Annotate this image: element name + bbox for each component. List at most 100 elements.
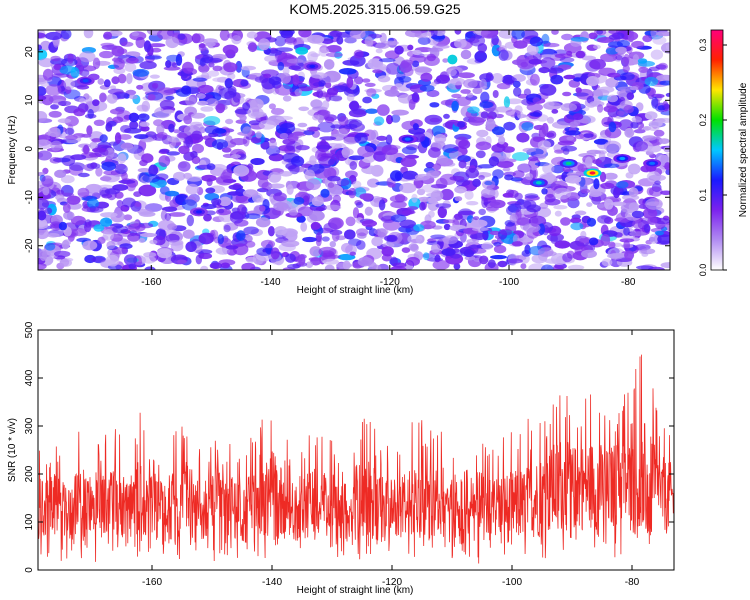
- heatmap-texture-cell: [570, 36, 589, 42]
- heatmap-texture-cell: [305, 178, 321, 191]
- heatmap-texture-cell: [474, 58, 484, 64]
- heatmap-texture-cell: [472, 178, 481, 188]
- heatmap-texture-cell: [312, 114, 320, 121]
- heatmap-texture-cell: [654, 180, 661, 185]
- heatmap-texture-cell: [38, 32, 46, 39]
- heatmap-texture-cell: [337, 128, 349, 138]
- heatmap-texture-cell: [38, 218, 48, 228]
- heatmap-texture-cell: [537, 140, 552, 150]
- heatmap-texture-cell: [248, 120, 261, 126]
- heatmap-texture-cell: [385, 62, 401, 75]
- heatmap-texture-cell: [131, 31, 140, 37]
- heatmap-texture-cell: [430, 30, 438, 38]
- heatmap-texture-cell: [615, 46, 627, 54]
- heatmap-texture-cell: [158, 219, 175, 231]
- heatmap-texture-cell: [59, 258, 72, 267]
- heatmap-texture-cell: [442, 58, 449, 63]
- heatmap-texture-cell: [352, 180, 362, 188]
- heatmap-texture-cell: [586, 202, 593, 208]
- heatmap-texture-cell: [241, 262, 256, 270]
- heatmap-texture-cell: [280, 30, 294, 39]
- heatmap-texture-cell: [581, 55, 596, 61]
- heatmap-texture-cell: [567, 264, 585, 270]
- heatmap-texture-cell: [91, 138, 102, 143]
- heatmap-texture-cell: [50, 55, 61, 62]
- heatmap-texture-cell: [463, 78, 478, 89]
- heatmap-hotspot: [583, 168, 602, 178]
- heatmap-texture-cell: [562, 91, 572, 97]
- heatmap-texture-cell: [584, 156, 593, 169]
- heatmap-texture-cell: [273, 192, 287, 202]
- heatmap-texture-cell: [318, 80, 326, 87]
- heatmap-frame: [37, 29, 671, 271]
- heatmap-texture-cell: [297, 122, 308, 128]
- heatmap-texture-cell: [411, 92, 420, 103]
- heatmap-texture-cell: [204, 125, 220, 135]
- heatmap-texture-cell: [431, 243, 441, 253]
- heatmap-texture-cell: [626, 45, 633, 54]
- heatmap-texture-cell: [342, 260, 351, 270]
- heatmap-texture-cell: [460, 49, 472, 60]
- heatmap-texture-cell: [38, 58, 55, 68]
- heatmap-texture-cell: [447, 54, 458, 65]
- heatmap-texture-cell: [99, 50, 114, 59]
- heatmap-texture-cell: [464, 255, 476, 261]
- heatmap-texture-cell: [552, 265, 565, 270]
- heatmap-texture-cell: [273, 202, 289, 211]
- heatmap-texture-cell: [354, 132, 368, 144]
- heatmap-texture-cell: [103, 31, 113, 40]
- heatmap-texture-cell: [327, 175, 341, 182]
- heatmap-texture-cell: [136, 84, 144, 90]
- heatmap-texture-cell: [492, 126, 505, 135]
- heatmap-texture-cell: [207, 70, 220, 77]
- heatmap-texture-cell: [497, 260, 508, 268]
- heatmap-texture-cell: [603, 140, 622, 153]
- heatmap-texture-cell: [560, 217, 571, 226]
- colorbar: 0.0 0.1 0.2 0.3 Normalized spectral amplitu…: [698, 29, 749, 277]
- heatmap-texture-cell: [660, 262, 670, 269]
- hotspot-core: [565, 161, 572, 165]
- heatmap-texture-cell: [475, 150, 486, 159]
- heatmap-texture-cell: [540, 57, 556, 69]
- heatmap-texture-cell: [353, 49, 364, 59]
- heatmap-texture-cell: [308, 257, 321, 262]
- heatmap-texture-cell: [165, 36, 180, 49]
- x-tick-label: -140: [261, 277, 281, 288]
- heatmap-texture-cell: [412, 49, 422, 56]
- heatmap-texture-cell: [193, 33, 205, 43]
- heatmap-texture-cell: [466, 92, 474, 98]
- heatmap-texture-cell: [140, 125, 150, 132]
- x-tick-label: -100: [499, 277, 519, 288]
- heatmap-texture-cell: [417, 36, 431, 46]
- heatmap-texture-cell: [632, 54, 640, 65]
- heatmap-texture-cell: [97, 236, 106, 244]
- heatmap-texture-cell: [631, 210, 645, 219]
- colorbar-tick-label: 0.0: [698, 264, 708, 277]
- heatmap-texture-cell: [527, 156, 539, 162]
- heatmap-texture-cell: [655, 31, 670, 37]
- heatmap-texture-cell: [644, 76, 659, 87]
- heatmap-texture-cell: [624, 250, 635, 261]
- heatmap-texture-cell: [622, 64, 630, 73]
- heatmap-texture-cell: [235, 60, 243, 73]
- heatmap-texture-cell: [159, 148, 170, 153]
- heatmap-texture-cell: [166, 151, 180, 156]
- y-tick-label: 400: [24, 369, 35, 386]
- heatmap-texture-cell: [94, 147, 109, 158]
- heatmap-texture-cell: [176, 259, 187, 264]
- heatmap-texture-cell: [381, 147, 399, 155]
- heatmap-texture-cell: [450, 77, 466, 86]
- heatmap-texture-cell: [480, 111, 489, 119]
- heatmap-texture-cell: [268, 183, 285, 189]
- heatmap-texture-cell: [142, 174, 160, 183]
- heatmap-texture-cell: [279, 132, 289, 140]
- heatmap-texture-cell: [79, 98, 86, 104]
- heatmap-texture-cell: [642, 135, 657, 141]
- heatmap-texture-cell: [489, 199, 506, 209]
- heatmap-texture-cell: [104, 188, 120, 195]
- heatmap-texture-cell: [38, 263, 47, 270]
- heatmap-texture-cell: [391, 109, 409, 116]
- heatmap-texture-cell: [85, 183, 103, 194]
- heatmap-texture-cell: [302, 195, 310, 206]
- heatmap-texture-cell: [206, 178, 213, 187]
